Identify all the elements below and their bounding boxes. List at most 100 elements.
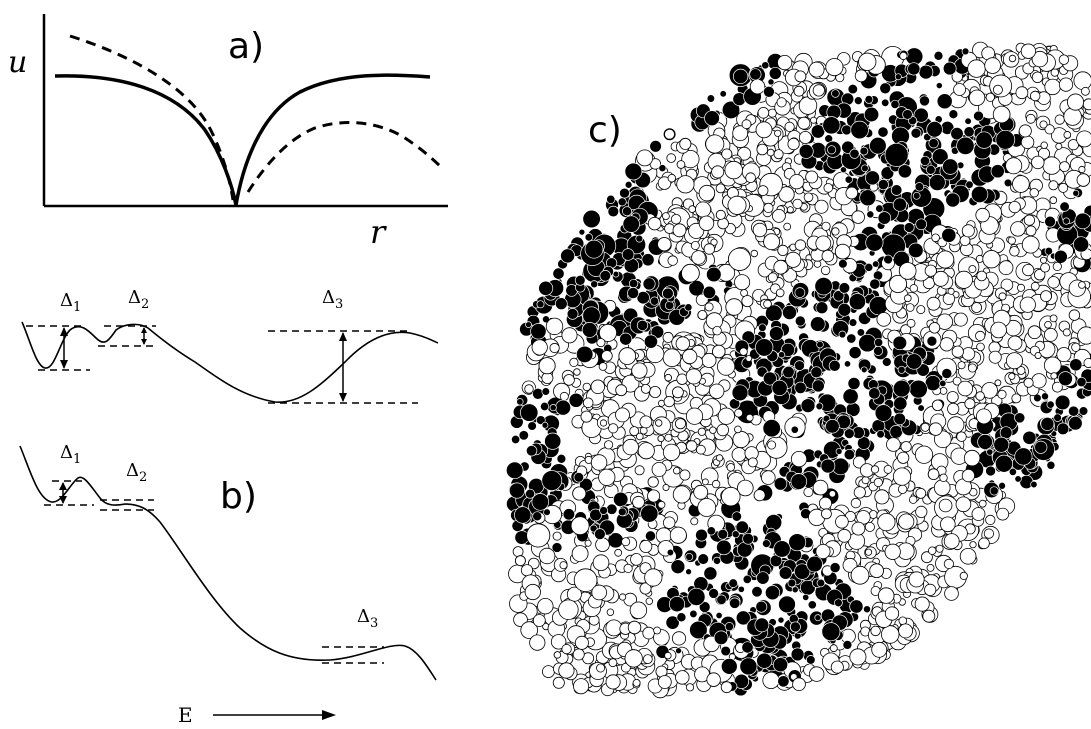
light-particle <box>640 540 652 552</box>
dark-particle <box>919 96 929 106</box>
light-particle <box>570 358 578 366</box>
dark-particle <box>685 304 692 311</box>
dark-particle <box>750 69 761 80</box>
light-particle <box>673 467 680 474</box>
dark-particle <box>594 529 605 540</box>
dark-particle <box>826 419 840 433</box>
panel-b: b) Δ1 Δ2 Δ3 <box>20 287 438 724</box>
dark-particle <box>885 143 908 166</box>
light-particle <box>875 490 889 504</box>
light-particle <box>944 534 959 549</box>
light-particle <box>664 396 674 406</box>
dark-particle <box>645 531 655 541</box>
light-particle <box>740 348 748 356</box>
light-particle <box>977 271 987 281</box>
dark-particle <box>911 128 921 138</box>
light-particle <box>732 448 746 462</box>
light-particle <box>624 564 632 572</box>
light-particle <box>648 490 660 502</box>
dark-particle <box>817 341 824 348</box>
dark-particle <box>732 512 742 522</box>
dark-particle <box>829 360 840 371</box>
dark-particle <box>643 278 655 290</box>
light-particle <box>956 497 971 512</box>
light-particle <box>713 326 722 335</box>
dark-particle <box>849 347 861 359</box>
light-particle <box>830 645 837 652</box>
dark-particle <box>706 267 721 282</box>
light-particle <box>927 297 940 310</box>
dark-particle <box>620 188 630 198</box>
light-particle <box>597 339 605 347</box>
light-particle <box>899 624 913 638</box>
dark-particle <box>738 586 744 592</box>
dark-particle <box>815 615 821 621</box>
dark-particle <box>1054 250 1067 263</box>
light-particle <box>673 224 686 237</box>
dark-particle <box>542 388 550 396</box>
dark-particle <box>607 504 618 515</box>
light-particle <box>1045 79 1061 95</box>
dark-particle <box>759 324 767 332</box>
dark-particle <box>637 320 648 331</box>
light-particle <box>768 273 777 282</box>
light-particle <box>850 649 866 665</box>
light-particle <box>538 598 554 614</box>
light-particle <box>709 384 724 399</box>
dark-particle <box>1057 423 1069 435</box>
light-particle <box>564 375 575 386</box>
dark-particle <box>713 557 720 564</box>
light-particle <box>1030 91 1040 101</box>
dark-particle <box>762 540 770 548</box>
dark-particle <box>628 287 639 298</box>
light-particle <box>901 442 911 452</box>
light-particle <box>776 289 784 297</box>
dark-particle <box>843 389 858 404</box>
light-particle <box>821 509 831 519</box>
dark-particle <box>827 146 835 154</box>
light-particle <box>716 184 725 193</box>
dark-particle <box>733 69 748 84</box>
light-particle <box>581 411 592 422</box>
light-particle <box>816 236 831 251</box>
light-particle <box>631 554 643 566</box>
light-particle <box>945 587 959 601</box>
light-particle <box>712 480 720 488</box>
light-particle <box>940 474 948 482</box>
light-particle <box>625 650 642 667</box>
light-particle <box>668 174 676 182</box>
light-particle <box>716 455 722 461</box>
dark-particle <box>622 249 634 261</box>
dark-particle <box>890 425 903 438</box>
dark-particle <box>916 219 927 230</box>
light-particle <box>609 659 617 667</box>
dark-particle <box>585 234 593 242</box>
dark-particle <box>908 243 923 258</box>
dark-particle <box>839 283 850 294</box>
dark-particle <box>869 388 880 399</box>
dark-particle <box>729 579 738 588</box>
light-particle <box>1035 352 1041 358</box>
light-particle <box>539 548 555 564</box>
light-particle <box>1059 78 1072 91</box>
dark-particle <box>714 631 728 645</box>
dark-particle <box>943 159 959 175</box>
light-particle <box>893 468 910 485</box>
light-particle <box>650 386 661 397</box>
light-particle <box>633 496 645 508</box>
dark-particle <box>1073 237 1088 252</box>
dark-particle <box>864 107 879 122</box>
dark-particle <box>942 228 956 242</box>
dark-particle <box>1077 377 1086 386</box>
dark-particle <box>636 235 643 242</box>
dark-particle <box>874 338 882 346</box>
dark-particle <box>583 210 601 228</box>
light-particle <box>602 351 613 362</box>
dark-particle <box>623 216 640 233</box>
light-particle <box>784 223 791 230</box>
light-particle <box>1009 55 1016 62</box>
light-particle <box>591 380 605 394</box>
light-particle <box>791 451 806 466</box>
dark-particle <box>533 512 542 521</box>
